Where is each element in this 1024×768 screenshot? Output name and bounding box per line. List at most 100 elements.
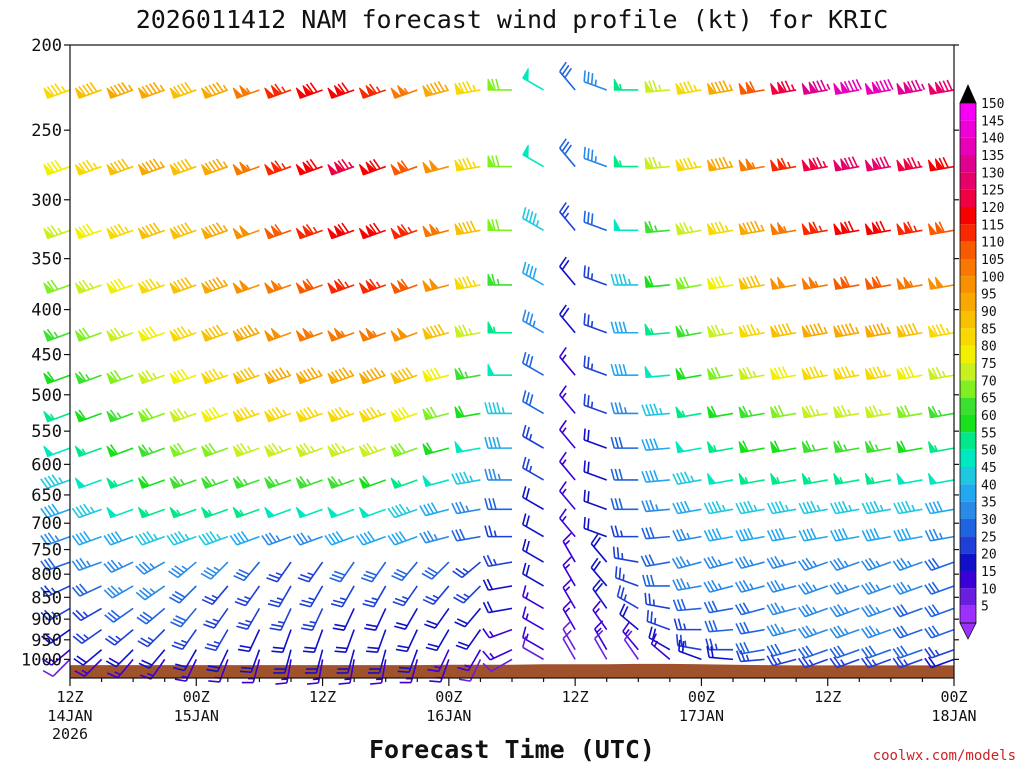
y-tick-label: 800 <box>31 565 62 585</box>
wind-barb <box>559 346 576 376</box>
barb-half-feather <box>528 465 533 473</box>
wind-barb <box>103 585 134 599</box>
wind-barb <box>861 557 892 572</box>
wind-barb <box>738 472 765 485</box>
barb-feather <box>675 634 679 646</box>
barb-pennant <box>137 506 149 519</box>
barb-half-feather <box>790 84 795 91</box>
barb-pennant <box>358 282 370 294</box>
wind-barb <box>522 424 544 449</box>
barb-feather <box>362 603 374 608</box>
barb-feather <box>204 646 217 652</box>
y-tick-label: 950 <box>31 631 62 651</box>
wind-barb <box>797 645 828 659</box>
barb-feather <box>367 646 379 650</box>
barb-feather <box>562 629 572 640</box>
wind-barb <box>41 628 71 645</box>
barb-half-feather <box>712 445 717 452</box>
barb-feather <box>137 640 149 648</box>
barb-half-feather <box>183 410 189 417</box>
barb-feather <box>676 529 683 541</box>
barb-half-feather <box>489 652 495 659</box>
barb-feather <box>215 81 224 93</box>
wind-barb <box>738 405 765 419</box>
barb-feather <box>238 568 250 576</box>
barb-feather <box>274 83 283 94</box>
barb-feather <box>110 559 120 570</box>
barb-feather <box>330 371 339 382</box>
wind-barb <box>896 156 923 172</box>
wind-barb <box>295 476 323 489</box>
barb-feather <box>587 314 590 326</box>
barb-feather <box>707 529 715 541</box>
barb-feather <box>587 212 590 224</box>
barb-half-feather <box>780 559 786 566</box>
wind-barb <box>454 80 481 95</box>
wind-barb <box>770 157 797 172</box>
barb-feather <box>486 554 494 566</box>
speed-colorbar: 1501451401351301251201151101051009590858… <box>959 84 1004 640</box>
barb-half-feather <box>148 446 154 454</box>
barb-pennant <box>302 85 314 97</box>
wind-barb <box>454 220 481 236</box>
barb-feather <box>797 584 806 595</box>
barb-feather <box>528 394 534 406</box>
x-axis-label: Forecast Time (UTC) <box>369 735 655 764</box>
barb-feather <box>614 525 620 537</box>
wind-barb <box>801 440 828 454</box>
barb-pennant <box>422 280 433 292</box>
barb-feather <box>735 623 742 635</box>
wind-barb <box>169 476 197 489</box>
wind-barb <box>522 68 544 91</box>
wind-barb <box>327 158 355 176</box>
barb-feather <box>648 220 654 233</box>
barb-half-feather <box>594 156 597 163</box>
y-tick-label: 200 <box>31 36 62 56</box>
barb-feather <box>924 584 933 595</box>
wind-barb <box>329 561 355 583</box>
barb-feather <box>710 82 717 94</box>
barb-feather <box>373 367 382 378</box>
barb-feather <box>328 533 337 544</box>
wind-barb <box>770 440 797 454</box>
wind-barb <box>71 557 102 572</box>
barb-shaft <box>347 649 355 674</box>
x-tick-time: 00Z <box>688 688 715 706</box>
barb-half-feather <box>590 320 594 328</box>
barb-pennant <box>390 227 402 240</box>
colorbar-swatch <box>960 449 976 467</box>
barb-feather <box>892 606 901 618</box>
wind-barb <box>892 645 923 659</box>
wind-barb <box>672 578 702 591</box>
wind-barb <box>675 276 702 290</box>
y-tick-label: 350 <box>31 250 62 270</box>
barb-feather <box>840 405 848 417</box>
barb-pennant <box>201 445 212 457</box>
barb-feather <box>747 528 754 540</box>
barb-feather <box>387 535 396 546</box>
barb-half-feather <box>596 627 602 633</box>
wind-barb <box>425 629 450 652</box>
barb-shaft <box>562 638 576 660</box>
barb-feather <box>184 158 193 169</box>
barb-feather <box>797 657 806 669</box>
barb-feather <box>78 86 87 97</box>
barb-feather <box>805 645 814 656</box>
barb-feather <box>484 402 489 414</box>
credit-link[interactable]: coolwx.com/models <box>873 748 1016 764</box>
barb-feather <box>810 528 817 540</box>
terrain-fill <box>70 663 954 678</box>
wind-barb <box>766 555 797 570</box>
barb-pennant <box>333 161 345 174</box>
barb-pennant <box>365 280 377 292</box>
barb-feather <box>522 636 527 648</box>
barb-feather <box>47 475 56 486</box>
barb-feather <box>419 505 427 516</box>
barb-feather <box>684 500 691 512</box>
wind-barb <box>734 579 765 593</box>
wind-barb <box>924 500 955 515</box>
barb-feather <box>108 657 120 665</box>
wind-barb <box>735 500 765 515</box>
barb-half-feather <box>403 87 409 94</box>
y-tick-label: 600 <box>31 455 62 475</box>
